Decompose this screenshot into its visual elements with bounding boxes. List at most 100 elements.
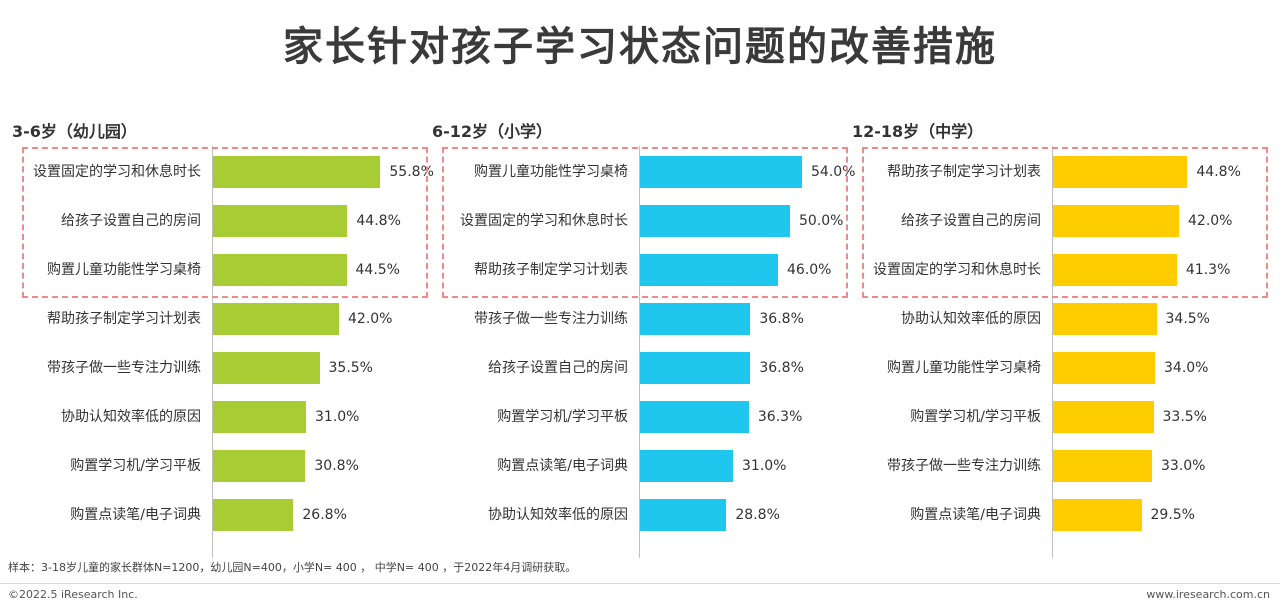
copyright-text: ©2022.5 iResearch Inc. — [8, 588, 138, 601]
bar-row: 帮助孩子制定学习计划表 42.0% — [12, 303, 432, 335]
category-label: 给孩子设置自己的房间 — [61, 213, 201, 229]
category-label: 购置点读笔/电子词典 — [910, 507, 1041, 523]
data-label: 35.5% — [328, 360, 373, 376]
category-label: 给孩子设置自己的房间 — [488, 360, 628, 376]
data-label: 30.8% — [314, 458, 359, 474]
bar-row: 购置儿童功能性学习桌椅 34.0% — [852, 352, 1272, 384]
data-label: 42.0% — [348, 311, 393, 327]
data-label: 36.8% — [759, 311, 804, 327]
category-label: 带孩子做一些专注力训练 — [474, 311, 628, 327]
bar-row: 购置学习机/学习平板 36.3% — [432, 401, 852, 433]
category-label: 带孩子做一些专注力训练 — [47, 360, 201, 376]
bar — [213, 156, 381, 188]
bar — [640, 254, 778, 286]
bar — [213, 303, 339, 335]
footer-divider — [0, 583, 1280, 584]
data-label: 31.0% — [742, 458, 787, 474]
bar — [1053, 254, 1177, 286]
bar-row: 帮助孩子制定学习计划表 46.0% — [432, 254, 852, 286]
category-label: 购置儿童功能性学习桌椅 — [887, 360, 1041, 376]
bar — [640, 303, 751, 335]
category-label: 设置固定的学习和休息时长 — [873, 262, 1041, 278]
bar-row: 给孩子设置自己的房间 44.8% — [12, 205, 432, 237]
data-label: 46.0% — [787, 262, 832, 278]
bar-row: 购置点读笔/电子词典 29.5% — [852, 499, 1272, 531]
website-text: www.iresearch.com.cn — [1146, 588, 1270, 601]
category-label: 帮助孩子制定学习计划表 — [47, 311, 201, 327]
bar-row: 给孩子设置自己的房间 42.0% — [852, 205, 1272, 237]
bar — [1053, 352, 1155, 384]
category-label: 协助认知效率低的原因 — [488, 507, 628, 523]
chart-title: 3-6岁（幼儿园） — [12, 122, 137, 141]
page-title: 家长针对孩子学习状态问题的改善措施 — [283, 24, 997, 70]
bar-row: 带孩子做一些专注力训练 36.8% — [432, 303, 852, 335]
data-label: 50.0% — [799, 213, 844, 229]
bar-row: 设置固定的学习和休息时长 50.0% — [432, 205, 852, 237]
data-label: 54.0% — [811, 164, 856, 180]
bar-row: 设置固定的学习和休息时长 41.3% — [852, 254, 1272, 286]
bar-row: 带孩子做一些专注力训练 35.5% — [12, 352, 432, 384]
category-label: 购置儿童功能性学习桌椅 — [474, 164, 628, 180]
bar-row: 购置学习机/学习平板 33.5% — [852, 401, 1272, 433]
bar-row: 带孩子做一些专注力训练 33.0% — [852, 450, 1272, 482]
bar-row: 给孩子设置自己的房间 36.8% — [432, 352, 852, 384]
category-label: 购置学习机/学习平板 — [70, 458, 201, 474]
category-label: 设置固定的学习和休息时长 — [460, 213, 628, 229]
data-label: 33.5% — [1162, 409, 1207, 425]
data-label: 36.8% — [759, 360, 804, 376]
chart-title: 6-12岁（小学） — [432, 122, 553, 141]
data-label: 34.0% — [1164, 360, 1209, 376]
category-axis — [212, 146, 213, 558]
bar-row: 购置点读笔/电子词典 31.0% — [432, 450, 852, 482]
bar — [640, 499, 727, 531]
bar — [640, 450, 733, 482]
category-label: 协助认知效率低的原因 — [901, 311, 1041, 327]
data-label: 36.3% — [757, 409, 803, 425]
bar — [213, 450, 306, 482]
bar — [640, 352, 751, 384]
bar-row: 帮助孩子制定学习计划表 44.8% — [852, 156, 1272, 188]
data-label: 42.0% — [1188, 213, 1233, 229]
category-label: 购置点读笔/电子词典 — [497, 458, 628, 474]
data-label: 55.8% — [389, 164, 434, 180]
bar — [1053, 205, 1179, 237]
chart-title: 12-18岁（中学） — [852, 122, 984, 141]
category-label: 设置固定的学习和休息时长 — [33, 164, 201, 180]
bar — [1053, 401, 1154, 433]
chart-panel-1: 3-6岁（幼儿园） 设置固定的学习和休息时长 55.8% 给孩子设置自己的房间 44.8… — [12, 118, 434, 558]
category-label: 带孩子做一些专注力训练 — [887, 458, 1041, 474]
category-label: 购置点读笔/电子词典 — [70, 507, 201, 523]
data-label: 44.8% — [356, 213, 401, 229]
category-label: 购置学习机/学习平板 — [910, 409, 1041, 425]
data-label: 41.3% — [1185, 262, 1231, 278]
bar — [640, 205, 790, 237]
data-label: 44.8% — [1196, 164, 1241, 180]
bar-row: 协助认知效率低的原因 34.5% — [852, 303, 1272, 335]
data-label: 33.0% — [1161, 458, 1206, 474]
chart-panel-3: 12-18岁（中学） 帮助孩子制定学习计划表 44.8% 给孩子设置自己的房间 42.0… — [852, 118, 1272, 558]
chart-panel-2: 6-12岁（小学） 购置儿童功能性学习桌椅 54.0% 设置固定的学习和休息时长 50.… — [432, 118, 856, 558]
bar — [213, 254, 347, 286]
data-label: 29.5% — [1150, 507, 1195, 523]
bar — [1053, 499, 1142, 531]
bar — [213, 352, 320, 384]
bar — [1053, 450, 1152, 482]
bar-row: 购置点读笔/电子词典 26.8% — [12, 499, 432, 531]
category-axis — [1052, 146, 1053, 558]
sample-note: 样本：3-18岁儿童的家长群体N=1200，幼儿园N=400，小学N= 400 … — [8, 561, 577, 574]
category-label: 购置学习机/学习平板 — [497, 409, 628, 425]
category-label: 购置儿童功能性学习桌椅 — [47, 262, 201, 278]
data-label: 28.8% — [735, 507, 780, 523]
bar — [640, 401, 749, 433]
data-label: 31.0% — [315, 409, 360, 425]
data-label: 26.8% — [302, 507, 347, 523]
bar — [213, 499, 294, 531]
bar — [640, 156, 802, 188]
bar — [1053, 156, 1188, 188]
bar-row: 协助认知效率低的原因 31.0% — [12, 401, 432, 433]
bar-row: 购置儿童功能性学习桌椅 44.5% — [12, 254, 432, 286]
bar — [1053, 303, 1157, 335]
bar — [213, 401, 306, 433]
data-label: 44.5% — [355, 262, 400, 278]
category-label: 帮助孩子制定学习计划表 — [887, 164, 1041, 180]
